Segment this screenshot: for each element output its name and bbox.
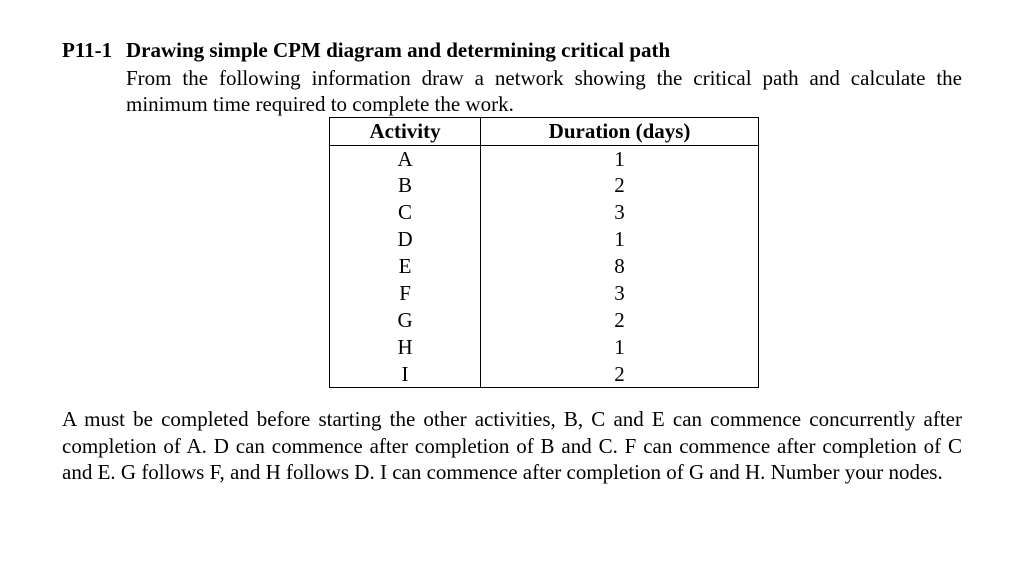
problem-body: Drawing simple CPM diagram and determini… bbox=[126, 38, 962, 406]
duration-cell: 3 bbox=[481, 199, 759, 226]
activity-cell: F bbox=[330, 280, 481, 307]
activity-cell: D bbox=[330, 226, 481, 253]
problem-intro: From the following information draw a ne… bbox=[126, 65, 962, 118]
duration-cell: 3 bbox=[481, 280, 759, 307]
activity-cell: G bbox=[330, 307, 481, 334]
table-header-row: Activity Duration (days) bbox=[330, 117, 759, 145]
activity-cell: E bbox=[330, 253, 481, 280]
table-row: F3 bbox=[330, 280, 759, 307]
activity-cell: H bbox=[330, 334, 481, 361]
problem-container: P11-1 Drawing simple CPM diagram and det… bbox=[62, 38, 962, 406]
duration-cell: 1 bbox=[481, 226, 759, 253]
table-row: D1 bbox=[330, 226, 759, 253]
col-header-duration: Duration (days) bbox=[481, 117, 759, 145]
table-row: H1 bbox=[330, 334, 759, 361]
table-row: B2 bbox=[330, 172, 759, 199]
activity-table-body: A1B2C3D1E8F3G2H1I2 bbox=[330, 145, 759, 388]
table-row: G2 bbox=[330, 307, 759, 334]
activity-table-area: Activity Duration (days) A1B2C3D1E8F3G2H… bbox=[126, 117, 962, 389]
duration-cell: 1 bbox=[481, 145, 759, 172]
activity-table: Activity Duration (days) A1B2C3D1E8F3G2H… bbox=[329, 117, 759, 389]
duration-cell: 8 bbox=[481, 253, 759, 280]
col-header-activity: Activity bbox=[330, 117, 481, 145]
table-row: C3 bbox=[330, 199, 759, 226]
table-row: A1 bbox=[330, 145, 759, 172]
problem-description: A must be completed before starting the … bbox=[62, 406, 962, 485]
table-row: E8 bbox=[330, 253, 759, 280]
table-row: I2 bbox=[330, 361, 759, 388]
activity-cell: A bbox=[330, 145, 481, 172]
duration-cell: 2 bbox=[481, 361, 759, 388]
activity-cell: C bbox=[330, 199, 481, 226]
duration-cell: 1 bbox=[481, 334, 759, 361]
activity-cell: I bbox=[330, 361, 481, 388]
duration-cell: 2 bbox=[481, 172, 759, 199]
problem-title: Drawing simple CPM diagram and determini… bbox=[126, 38, 962, 63]
duration-cell: 2 bbox=[481, 307, 759, 334]
problem-number: P11-1 bbox=[62, 38, 126, 63]
activity-cell: B bbox=[330, 172, 481, 199]
